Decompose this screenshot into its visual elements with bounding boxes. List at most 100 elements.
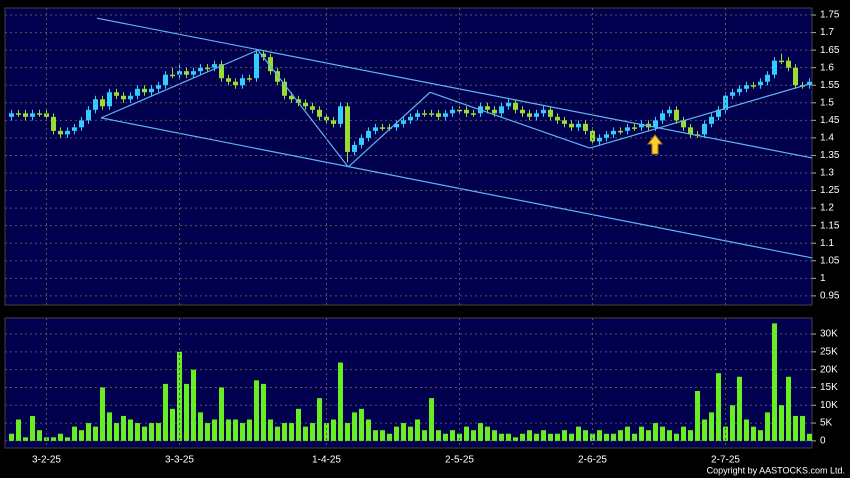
candle-body (786, 60, 791, 68)
trend-line (589, 82, 813, 149)
candle-body (226, 78, 231, 82)
volume-bar (79, 430, 84, 441)
candle-body (709, 116, 714, 124)
volume-bar (569, 433, 574, 441)
candle-body (779, 60, 784, 63)
candle-body (79, 120, 84, 128)
candle-body (394, 123, 399, 128)
candle-body (765, 74, 770, 82)
volume-bar (219, 387, 224, 441)
y-tick-label: 1 (820, 273, 826, 284)
candle-body (723, 95, 728, 110)
candle-body (142, 88, 147, 93)
candle-body (751, 85, 756, 87)
candle-body (58, 130, 63, 135)
volume-bar (562, 430, 567, 441)
candle-body (163, 74, 168, 86)
copyright: Copyright by AASTOCKS.com Ltd. (707, 465, 845, 475)
volume-bar (58, 433, 63, 441)
volume-bar (163, 383, 168, 441)
candle-body (457, 109, 462, 112)
candle-body (254, 53, 259, 79)
candle-body (86, 109, 91, 121)
volume-bar (261, 383, 266, 441)
volume-bar (457, 433, 462, 441)
volume-bar (751, 426, 756, 441)
price-panel (4, 7, 813, 306)
candle-body (184, 71, 189, 75)
volume-bar (548, 433, 553, 441)
candle-body (65, 130, 70, 135)
candle-body (513, 102, 518, 110)
candle-body (373, 127, 378, 131)
volume-bar (212, 419, 217, 441)
candle-body (632, 127, 637, 129)
candle-body (527, 113, 532, 117)
candle-body (450, 109, 455, 114)
candle-body (51, 116, 56, 131)
signal-arrow (646, 134, 664, 155)
candle-body (660, 113, 665, 121)
y-tick-label: 10K (820, 400, 838, 411)
candle-body (121, 95, 126, 100)
candle-body (247, 78, 252, 80)
x-tick-label: 3-2-25 (32, 455, 61, 466)
candle-body (261, 53, 266, 58)
candle-body (198, 67, 203, 72)
candle-body (548, 109, 553, 117)
volume-bar (366, 419, 371, 441)
volume-bar (254, 380, 259, 441)
x-tick-label: 3-3-25 (165, 455, 194, 466)
volume-bar (611, 433, 616, 441)
volume-bar (268, 419, 273, 441)
candle-body (625, 127, 630, 131)
volume-bar (471, 430, 476, 441)
volume-bar (506, 433, 511, 441)
candle-body (114, 92, 119, 96)
volume-bar (709, 412, 714, 441)
volume-bar (415, 419, 420, 441)
candle-body (681, 120, 686, 128)
candle-body (730, 92, 735, 96)
y-tick-label: 1.05 (820, 255, 840, 266)
volume-bar (142, 426, 147, 441)
x-tick-label: 1-4-25 (312, 455, 341, 466)
candle-body (611, 130, 616, 135)
candle-body (583, 123, 588, 131)
volume-bar (93, 426, 98, 441)
volume-bar (156, 423, 161, 441)
candle-body (562, 120, 567, 124)
candle-body (604, 134, 609, 138)
candle-body (429, 113, 434, 115)
volume-bar (744, 419, 749, 441)
candle-body (205, 67, 210, 70)
volume-bar (401, 423, 406, 441)
y-tick-label: 1.5 (820, 97, 834, 108)
candle-body (401, 120, 406, 124)
candle-body (37, 113, 42, 115)
candle-body (576, 123, 581, 128)
volume-bar (23, 437, 28, 441)
candle-body (758, 81, 763, 86)
y-tick-label: 1.55 (820, 80, 840, 91)
candle-body (345, 106, 350, 152)
candle-body (23, 113, 28, 117)
candle-body (366, 130, 371, 138)
volume-bar (191, 369, 196, 441)
y-tick-label: 1.2 (820, 203, 834, 214)
candle-body (793, 67, 798, 86)
volume-bar (247, 419, 252, 441)
volume-bar (205, 423, 210, 441)
volume-bar (758, 430, 763, 441)
candle-body (618, 130, 623, 133)
volume-bar (184, 383, 189, 441)
candle-body (415, 113, 420, 117)
candle-body (191, 71, 196, 75)
volume-bar (527, 430, 532, 441)
volume-bar (240, 423, 245, 441)
candle-body (380, 127, 385, 129)
volume-bar (135, 423, 140, 441)
volume-bar (674, 433, 679, 441)
candle-body (555, 116, 560, 121)
candle-body (408, 116, 413, 121)
